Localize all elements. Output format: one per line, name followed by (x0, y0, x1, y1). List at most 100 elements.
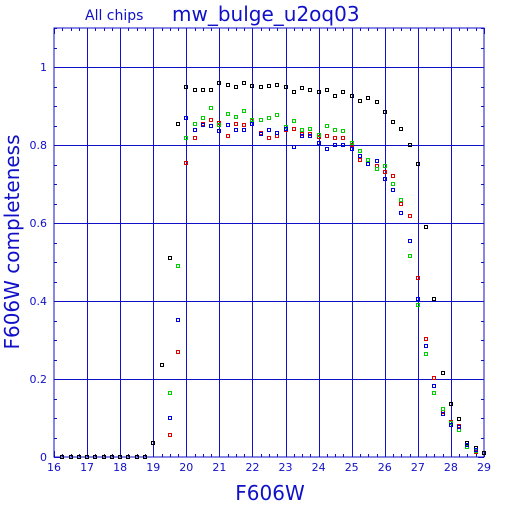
data-point (284, 127, 288, 131)
data-point (201, 88, 205, 92)
plot-frame (53, 27, 485, 458)
data-point (60, 455, 64, 459)
data-point (168, 256, 172, 260)
data-point (267, 116, 271, 120)
data-point (193, 136, 197, 140)
data-point (366, 158, 370, 162)
data-point (383, 110, 387, 114)
data-point (176, 318, 180, 322)
data-point (160, 363, 164, 367)
data-point (242, 128, 246, 132)
data-point (292, 90, 296, 94)
data-point (193, 128, 197, 132)
data-point (300, 134, 304, 138)
data-point (259, 118, 263, 122)
data-point (358, 99, 362, 103)
data-point (333, 128, 337, 132)
chart-subtitle: All chips (85, 8, 143, 24)
data-point (168, 416, 172, 420)
data-point (176, 264, 180, 268)
x-tick-label: 23 (279, 461, 293, 474)
data-point (333, 143, 337, 147)
data-point (424, 344, 428, 348)
data-point (242, 109, 246, 113)
data-point (234, 115, 238, 119)
x-tick-label: 29 (477, 461, 491, 474)
data-point (102, 455, 106, 459)
data-point (341, 129, 345, 133)
data-point (267, 136, 271, 140)
data-point (250, 122, 254, 126)
data-point (151, 441, 155, 445)
data-point (176, 350, 180, 354)
x-tick-label: 27 (411, 461, 425, 474)
data-point (217, 81, 221, 85)
data-point (209, 124, 213, 128)
data-point (416, 162, 420, 166)
data-point (366, 96, 370, 100)
data-point (399, 202, 403, 206)
data-point (375, 159, 379, 163)
data-point (432, 297, 436, 301)
x-tick-label: 16 (47, 461, 61, 474)
chart-title: mw_bulge_u2oq03 (172, 2, 360, 26)
data-point (350, 94, 354, 98)
data-point (275, 131, 279, 135)
data-point (193, 88, 197, 92)
data-point (317, 141, 321, 145)
data-point (341, 136, 345, 140)
data-point (325, 88, 329, 92)
data-point (250, 84, 254, 88)
y-tick-labels: 0 0.2 0.4 0.6 0.8 1 (30, 61, 48, 464)
data-point (391, 182, 395, 186)
data-point (325, 134, 329, 138)
data-point (259, 85, 263, 89)
y-tick-label: 1 (40, 61, 47, 74)
data-point (449, 423, 453, 427)
data-point (209, 106, 213, 110)
data-point (292, 145, 296, 149)
data-point (201, 116, 205, 120)
data-point (85, 455, 89, 459)
data-point (126, 455, 130, 459)
data-point (184, 161, 188, 165)
x-axis-label: F606W (235, 481, 305, 505)
data-point (317, 133, 321, 137)
data-point (259, 132, 263, 136)
data-point (408, 143, 412, 147)
y-tick-label: 0 (40, 451, 47, 464)
x-tick-label: 20 (179, 461, 193, 474)
data-point (375, 167, 379, 171)
x-tick-label: 19 (146, 461, 160, 474)
data-point (424, 337, 428, 341)
x-tick-label: 25 (345, 461, 359, 474)
data-point (234, 122, 238, 126)
data-point (250, 118, 254, 122)
data-point (383, 164, 387, 168)
data-point (308, 127, 312, 131)
data-point (465, 443, 469, 447)
data-point (391, 188, 395, 192)
data-point (399, 127, 403, 131)
data-point (226, 123, 230, 127)
data-point (341, 143, 345, 147)
data-point (201, 123, 205, 127)
data-point (300, 128, 304, 132)
data-point (341, 90, 345, 94)
data-point (358, 149, 362, 153)
data-point (226, 112, 230, 116)
data-point (317, 90, 321, 94)
x-tick-label: 22 (245, 461, 259, 474)
y-tick-label: 0.4 (30, 295, 48, 308)
x-tick-label: 24 (312, 461, 326, 474)
data-point (441, 371, 445, 375)
data-point (441, 407, 445, 411)
data-point (275, 83, 279, 87)
data-point (275, 113, 279, 117)
data-point (399, 211, 403, 215)
data-point (118, 455, 122, 459)
data-point (408, 214, 412, 218)
data-point (457, 425, 461, 429)
data-point (234, 85, 238, 89)
data-point (168, 433, 172, 437)
